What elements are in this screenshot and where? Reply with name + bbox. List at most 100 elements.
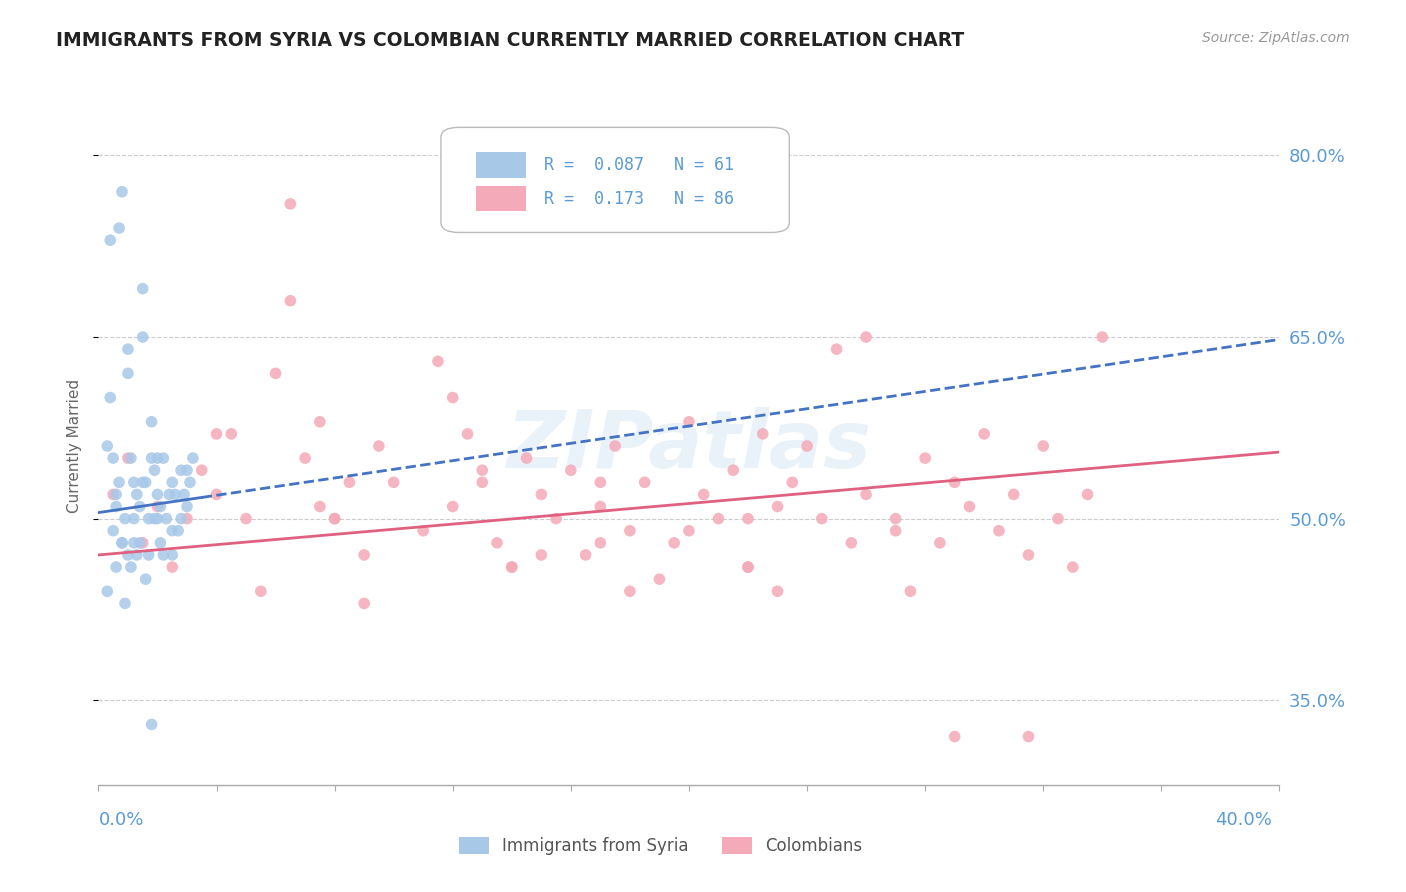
Point bbox=[132, 330, 155, 344]
Point bbox=[162, 548, 183, 562]
Point bbox=[339, 475, 360, 490]
Point bbox=[723, 463, 745, 477]
Y-axis label: Currently Married: Currently Married bbox=[67, 379, 83, 513]
Point bbox=[103, 451, 125, 466]
Text: Source: ZipAtlas.com: Source: ZipAtlas.com bbox=[1202, 31, 1350, 45]
Point bbox=[143, 463, 166, 477]
Point bbox=[105, 560, 128, 574]
Point bbox=[117, 451, 139, 466]
Point bbox=[456, 426, 478, 441]
Point bbox=[737, 560, 759, 574]
Point bbox=[117, 548, 139, 562]
Point bbox=[135, 572, 157, 586]
Point bbox=[441, 500, 464, 514]
Point bbox=[152, 548, 174, 562]
Point bbox=[117, 342, 139, 356]
Point bbox=[560, 463, 582, 477]
Text: R =  0.087   N = 61: R = 0.087 N = 61 bbox=[544, 156, 734, 174]
Point bbox=[128, 536, 150, 550]
Point bbox=[141, 415, 163, 429]
Point bbox=[825, 342, 848, 356]
Legend: Immigrants from Syria, Colombians: Immigrants from Syria, Colombians bbox=[453, 830, 869, 862]
Point bbox=[162, 560, 183, 574]
Point bbox=[114, 596, 136, 610]
Point bbox=[678, 415, 700, 429]
Point bbox=[782, 475, 804, 490]
Point bbox=[619, 584, 641, 599]
Point bbox=[205, 426, 228, 441]
Point bbox=[141, 451, 163, 466]
FancyBboxPatch shape bbox=[441, 128, 789, 233]
Text: 40.0%: 40.0% bbox=[1216, 811, 1272, 829]
Point bbox=[1062, 560, 1084, 574]
Point bbox=[678, 524, 700, 538]
Point bbox=[766, 584, 789, 599]
Point bbox=[619, 524, 641, 538]
Point bbox=[796, 439, 818, 453]
Point bbox=[546, 511, 568, 525]
Point bbox=[132, 536, 155, 550]
Point bbox=[589, 475, 612, 490]
Point bbox=[841, 536, 863, 550]
Point bbox=[132, 282, 155, 296]
Point bbox=[501, 560, 523, 574]
Point bbox=[120, 451, 142, 466]
Point bbox=[143, 511, 166, 525]
Point bbox=[176, 463, 198, 477]
Point bbox=[987, 524, 1010, 538]
Point bbox=[943, 730, 966, 744]
Point bbox=[530, 487, 553, 501]
Point bbox=[125, 487, 148, 501]
Point bbox=[766, 500, 789, 514]
Point bbox=[108, 221, 131, 235]
Point bbox=[1017, 730, 1039, 744]
Point bbox=[191, 463, 214, 477]
Point bbox=[278, 197, 302, 211]
Point bbox=[884, 524, 907, 538]
Point bbox=[114, 511, 136, 525]
Point bbox=[179, 475, 201, 490]
Text: 0.0%: 0.0% bbox=[98, 811, 143, 829]
Point bbox=[471, 475, 494, 490]
Point bbox=[751, 426, 773, 441]
Point bbox=[278, 293, 302, 308]
Point bbox=[125, 548, 148, 562]
FancyBboxPatch shape bbox=[477, 186, 526, 211]
Point bbox=[155, 511, 177, 525]
Point bbox=[181, 451, 204, 466]
Point bbox=[884, 511, 907, 525]
Point bbox=[170, 463, 193, 477]
Point bbox=[235, 511, 257, 525]
Point bbox=[353, 596, 375, 610]
Point bbox=[693, 487, 716, 501]
Point bbox=[486, 536, 509, 550]
Point bbox=[105, 500, 128, 514]
Point bbox=[1091, 330, 1114, 344]
Point bbox=[146, 511, 169, 525]
Text: ZIPatlas: ZIPatlas bbox=[506, 407, 872, 485]
Point bbox=[574, 548, 596, 562]
Point bbox=[855, 330, 877, 344]
Point bbox=[250, 584, 273, 599]
Point bbox=[855, 487, 877, 501]
Point bbox=[810, 511, 832, 525]
Point bbox=[162, 475, 183, 490]
Point bbox=[122, 511, 145, 525]
Point bbox=[141, 717, 163, 731]
Point bbox=[146, 500, 169, 514]
Point bbox=[111, 536, 134, 550]
Point bbox=[146, 451, 169, 466]
Point bbox=[589, 500, 612, 514]
Point bbox=[309, 415, 332, 429]
Point bbox=[323, 511, 346, 525]
Point bbox=[707, 511, 730, 525]
Point bbox=[173, 487, 195, 501]
Point bbox=[176, 511, 198, 525]
Point bbox=[103, 524, 125, 538]
Point bbox=[959, 500, 981, 514]
Text: R =  0.173   N = 86: R = 0.173 N = 86 bbox=[544, 190, 734, 208]
Point bbox=[103, 487, 125, 501]
Point bbox=[368, 439, 391, 453]
Point bbox=[737, 560, 759, 574]
Point bbox=[294, 451, 316, 466]
